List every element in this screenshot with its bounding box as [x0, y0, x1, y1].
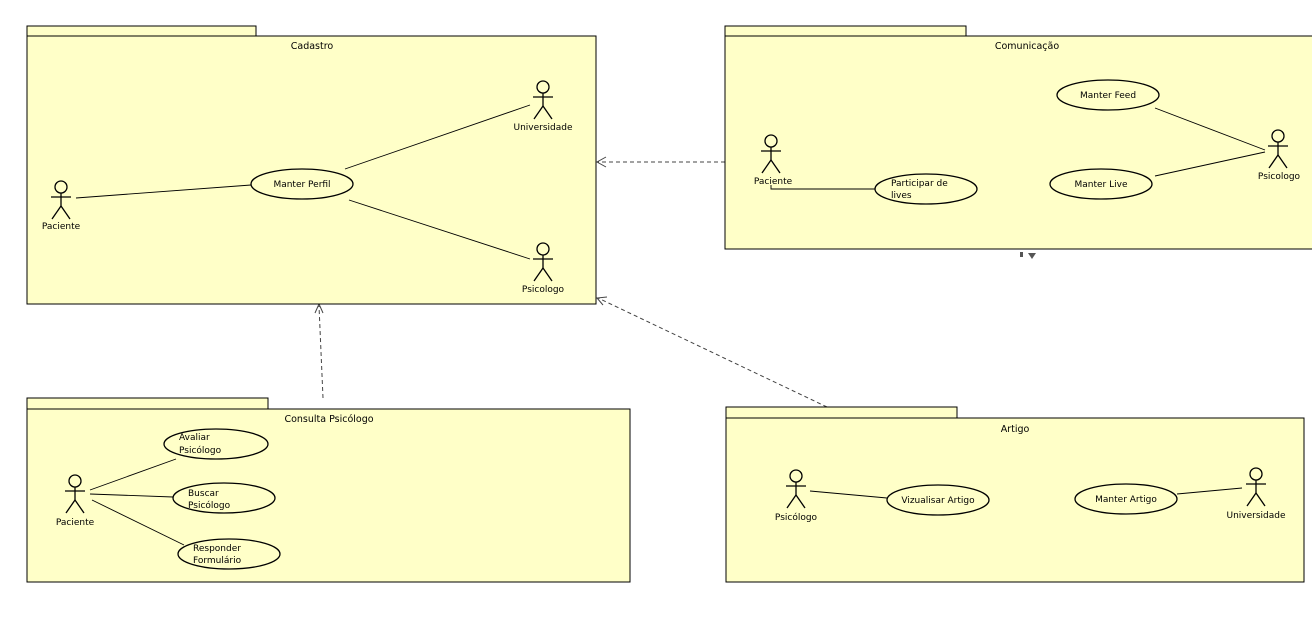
association-line[interactable] [91, 499, 185, 546]
use-case-ellipse [177, 538, 281, 570]
association-line[interactable] [1154, 107, 1266, 151]
actor-label: Paciente [42, 222, 81, 232]
association-line[interactable] [89, 493, 174, 498]
package-tab [26, 397, 269, 410]
dependency-consulta-to-cadastro[interactable] [314, 302, 324, 399]
stick-figure-icon [533, 242, 553, 282]
package-title: Artigo [1001, 424, 1030, 435]
stick-figure-icon [761, 134, 781, 174]
stick-figure-icon [65, 474, 85, 514]
package-title: Comunicação [995, 41, 1059, 52]
use-case-ellipse [250, 168, 354, 200]
package-tab [26, 25, 257, 37]
use-case-label: Manter Perfil [273, 180, 330, 190]
use-case-manter-live[interactable]: Manter Live [1049, 168, 1153, 200]
use-case-label: Participar de [891, 179, 948, 189]
actor-psicologo[interactable]: Psicólogo [775, 469, 818, 523]
actor-psicologo[interactable]: Psicologo [522, 242, 565, 295]
use-case-responder-formulario[interactable]: Responder Formulário [177, 538, 281, 570]
use-case-ellipse [886, 484, 990, 516]
use-case-ellipse [163, 428, 269, 460]
use-case-manter-artigo[interactable]: Manter Artigo [1074, 483, 1178, 515]
actor-paciente[interactable]: Paciente [56, 474, 95, 528]
package-body [724, 35, 1312, 250]
use-case-participar-lives[interactable]: Participar de lives [874, 173, 978, 205]
use-case-label: Manter Artigo [1095, 495, 1157, 505]
package-artigo[interactable]: Artigo Psicólogo Universida [725, 406, 1305, 583]
package-title: Consulta Psicólogo [284, 414, 373, 425]
association-line[interactable] [75, 184, 252, 199]
use-case-ellipse [172, 482, 276, 514]
use-case-ellipse [1056, 79, 1160, 111]
use-case-vizualisar-artigo[interactable]: Vizualisar Artigo [886, 484, 990, 516]
stick-figure-icon [786, 469, 806, 509]
actor-paciente[interactable]: Paciente [754, 134, 793, 187]
package-body [26, 408, 631, 583]
use-case-ellipse [1074, 483, 1178, 515]
actor-label: Paciente [754, 177, 793, 187]
use-case-label: lives [891, 191, 912, 201]
use-case-label: Manter Live [1075, 180, 1128, 190]
package-consulta-psicologo[interactable]: Consulta Psicólogo Paciente Avaliar Psic… [26, 397, 631, 583]
use-case-label: Formulário [193, 556, 242, 566]
actor-label: Psicólogo [775, 512, 818, 523]
use-case-label: Buscar [188, 489, 219, 499]
package-tab [724, 25, 967, 37]
actor-label: Psicologo [1258, 172, 1301, 182]
use-case-label: Psicólogo [179, 445, 222, 456]
use-case-manter-perfil[interactable]: Manter Perfil [250, 168, 354, 200]
association-line[interactable] [770, 185, 876, 190]
use-case-label: Vizualisar Artigo [901, 496, 975, 506]
use-case-buscar-psicologo[interactable]: Buscar Psicólogo [172, 482, 276, 514]
use-case-label: Psicólogo [188, 500, 231, 511]
actor-psicologo[interactable]: Psicologo [1258, 129, 1301, 182]
package-body [725, 417, 1305, 583]
collapse-marker-icon[interactable] [1020, 252, 1036, 259]
actor-label: Universidade [513, 123, 572, 133]
package-tab [725, 406, 958, 419]
stick-figure-icon [1246, 467, 1266, 507]
association-line[interactable] [348, 199, 531, 260]
actor-paciente[interactable]: Paciente [42, 180, 81, 232]
stick-figure-icon [1268, 129, 1288, 169]
association-line[interactable] [809, 490, 888, 499]
actor-label: Psicologo [522, 285, 565, 295]
dependency-comunicacao-to-cadastro[interactable] [595, 156, 725, 168]
use-case-label: Avaliar [179, 433, 210, 443]
use-case-manter-feed[interactable]: Manter Feed [1056, 79, 1160, 111]
package-comunicacao[interactable]: Comunicação Paciente P [724, 25, 1312, 250]
association-line[interactable] [344, 104, 531, 170]
use-case-ellipse [874, 173, 978, 205]
dependency-artigo-to-cadastro[interactable] [595, 296, 828, 408]
actor-universidade[interactable]: Universidade [513, 80, 573, 133]
actor-label: Universidade [1226, 511, 1285, 521]
association-line[interactable] [89, 458, 177, 491]
stick-figure-icon [533, 80, 553, 120]
actor-universidade[interactable]: Universidade [1226, 467, 1286, 521]
use-case-label: Manter Feed [1080, 91, 1136, 101]
association-line[interactable] [1154, 151, 1266, 177]
package-cadastro[interactable]: Cadastro Paciente Univ [26, 25, 597, 305]
actor-label: Paciente [56, 518, 95, 528]
use-case-avaliar-psicologo[interactable]: Avaliar Psicólogo [163, 428, 269, 460]
package-title: Cadastro [291, 41, 334, 52]
association-line[interactable] [1176, 487, 1243, 495]
use-case-ellipse [1049, 168, 1153, 200]
use-case-label: Responder [193, 544, 241, 554]
stick-figure-icon [51, 180, 71, 220]
